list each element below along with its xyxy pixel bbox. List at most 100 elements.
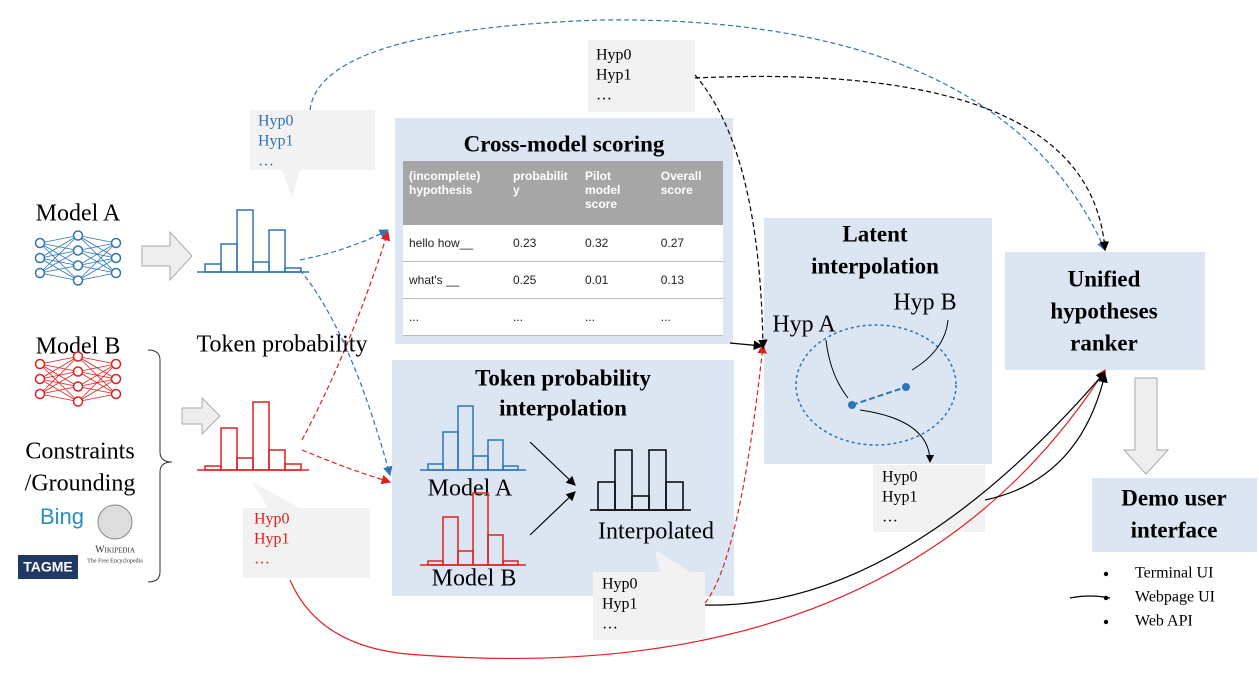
latent-space bbox=[795, 324, 957, 446]
hist-bar bbox=[220, 243, 238, 273]
hyp-label: … bbox=[596, 87, 612, 104]
net-edge bbox=[77, 257, 117, 281]
hyp-label: Hyp0 bbox=[602, 576, 638, 593]
hist-bar bbox=[236, 457, 254, 471]
net-edge bbox=[39, 356, 79, 395]
net-edge bbox=[39, 265, 79, 274]
label: Token probability bbox=[197, 332, 368, 358]
hist-bar bbox=[204, 263, 222, 273]
hyp-label: Hyp0 bbox=[596, 47, 632, 64]
logo: Wikipedia bbox=[95, 544, 135, 555]
table-cell: ... bbox=[654, 298, 723, 336]
logo: The Free Encyclopedia bbox=[87, 558, 143, 564]
hyp-label: Hyp0 bbox=[258, 113, 294, 130]
token-interp-box bbox=[392, 360, 734, 596]
hyp-label: Hyp1 bbox=[258, 133, 294, 150]
interp-line bbox=[851, 386, 907, 406]
demo-box bbox=[1092, 478, 1257, 552]
label: Interpolated bbox=[598, 519, 714, 545]
net-node bbox=[34, 237, 46, 249]
block-title: interpolation bbox=[499, 395, 627, 420]
logo-box bbox=[18, 555, 78, 579]
net-edge bbox=[77, 272, 117, 281]
table-cell: 0.01 bbox=[579, 261, 655, 299]
net-edge bbox=[77, 242, 117, 266]
arrow bbox=[1122, 377, 1170, 475]
net-node bbox=[72, 245, 84, 256]
net-edge bbox=[39, 272, 79, 281]
bullet bbox=[1103, 571, 1109, 577]
net-edge bbox=[39, 235, 79, 244]
net-edge bbox=[39, 235, 79, 259]
table-body: hello how__ 0.23 0.32 0.27 what's __ 0.25 0.01… bbox=[403, 225, 723, 336]
hyp-label: … bbox=[258, 153, 274, 170]
net-edge bbox=[77, 378, 117, 402]
hyp-label: Hyp1 bbox=[882, 489, 918, 506]
connectors bbox=[289, 19, 1111, 660]
block-title: interpolation bbox=[811, 253, 939, 278]
block-title: ranker bbox=[1070, 330, 1138, 355]
hyp-label: Hyp1 bbox=[602, 596, 638, 613]
block-title: Latent bbox=[842, 221, 908, 246]
bubble bbox=[873, 465, 985, 532]
table-cell: what's __ bbox=[403, 261, 507, 299]
point bbox=[848, 401, 856, 409]
net-node bbox=[110, 373, 122, 385]
hist-bar bbox=[220, 427, 238, 471]
table-cell: 0.13 bbox=[654, 261, 723, 299]
bubble bbox=[250, 110, 375, 198]
label: Model A bbox=[428, 476, 513, 502]
hyp-label: Hyp0 bbox=[882, 469, 918, 486]
point bbox=[902, 383, 910, 391]
net-edge bbox=[39, 393, 79, 402]
table-cell: ... bbox=[403, 298, 507, 336]
block-title: Token probability bbox=[475, 365, 651, 390]
hyp-label: … bbox=[882, 509, 898, 526]
table-cell: ... bbox=[579, 298, 655, 336]
table-cell: 0.32 bbox=[579, 225, 655, 262]
table-row: ............ bbox=[403, 298, 723, 336]
net-edge bbox=[77, 363, 117, 372]
net-node bbox=[34, 373, 46, 385]
net-node bbox=[72, 396, 84, 407]
hyp-label: Hyp0 bbox=[254, 511, 290, 528]
table-cell: 0.25 bbox=[507, 261, 579, 299]
net-edge bbox=[39, 356, 79, 380]
label: Model A bbox=[36, 201, 121, 227]
net-node bbox=[110, 237, 122, 249]
net-edge bbox=[39, 371, 79, 395]
label: Hyp A bbox=[772, 312, 836, 338]
net-node bbox=[72, 275, 84, 286]
table-row: what's __ 0.25 0.01 0.13 bbox=[403, 261, 723, 299]
label: Model B bbox=[432, 566, 517, 592]
label: Hyp B bbox=[893, 290, 956, 316]
arrow bbox=[181, 396, 221, 436]
net-node bbox=[34, 358, 46, 370]
block-title: hypotheses bbox=[1050, 298, 1157, 323]
block-title: Cross-model scoring bbox=[464, 131, 665, 156]
block-title: Unified bbox=[1068, 266, 1141, 291]
bullet bbox=[1103, 595, 1109, 601]
table-cell: hello how__ bbox=[403, 225, 507, 262]
net-node bbox=[34, 252, 46, 264]
list-item: Web API bbox=[1135, 613, 1193, 630]
net-edge bbox=[39, 386, 79, 395]
label: /Grounding bbox=[25, 471, 136, 497]
net-edge bbox=[77, 363, 117, 402]
latent-arrows bbox=[825, 319, 949, 462]
list-item: Terminal UI bbox=[1135, 565, 1213, 582]
table-row: hello how__ 0.23 0.32 0.27 bbox=[403, 225, 723, 262]
net-edge bbox=[39, 356, 79, 365]
net-node bbox=[72, 366, 84, 377]
header-row: (incomplete) hypothesis probability Pilo… bbox=[403, 161, 723, 225]
logo: Bing bbox=[40, 504, 84, 529]
net-node bbox=[72, 351, 84, 362]
label: Constraints bbox=[25, 439, 134, 465]
header-cell: probability bbox=[507, 161, 579, 225]
net-node bbox=[34, 267, 46, 279]
header-cell: Overall score bbox=[654, 161, 723, 225]
net-edge bbox=[77, 356, 117, 365]
header-cell: Pilot model score bbox=[579, 161, 655, 225]
bubble bbox=[588, 40, 695, 112]
